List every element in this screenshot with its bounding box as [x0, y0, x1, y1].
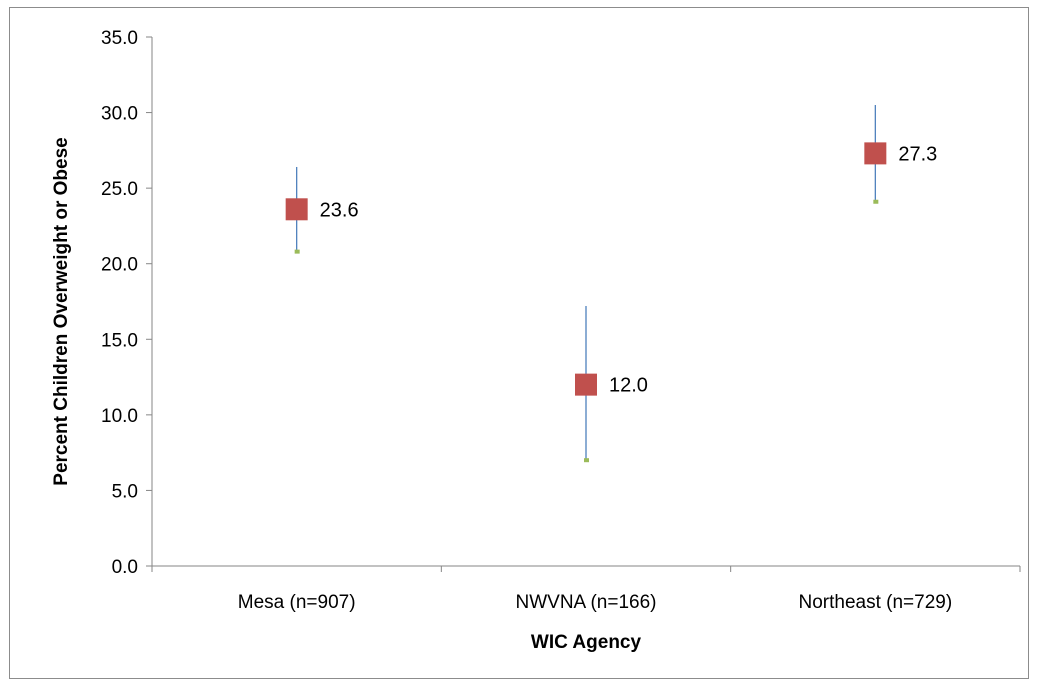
lower-bound-marker — [294, 249, 300, 254]
y-tick-label: 5.0 — [112, 481, 138, 502]
y-tick-label: 0.0 — [112, 557, 138, 578]
lower-bound-marker — [584, 458, 589, 463]
y-tick-label: 20.0 — [101, 255, 138, 276]
y-tick-label: 35.0 — [101, 28, 138, 49]
data-point — [285, 198, 308, 221]
x-axis-title: WIC Agency — [531, 632, 642, 653]
data-point — [864, 142, 887, 165]
data-point — [575, 373, 597, 396]
y-tick-label: 15.0 — [101, 330, 138, 351]
data-label: 23.6 — [320, 199, 359, 221]
chart-frame — [9, 7, 1029, 679]
y-axis-title: Percent Children Overweight or Obese — [51, 137, 72, 485]
data-marks: 23.6 12.0 27.3 — [285, 105, 937, 463]
lower-bound-marker — [873, 199, 879, 204]
y-axis: 0.0 5.0 10.0 15.0 20.0 25.0 30.0 35.0 — [101, 28, 153, 578]
x-category-label: Mesa (n=907) — [238, 592, 356, 613]
data-label: 27.3 — [898, 143, 937, 165]
y-tick-label: 25.0 — [101, 179, 138, 200]
x-category-label: Northeast (n=729) — [798, 592, 952, 613]
y-tick-label: 30.0 — [101, 104, 138, 125]
x-axis: Mesa (n=907) NWVNA (n=166) Northeast (n=72… — [151, 565, 1021, 613]
data-label: 12.0 — [609, 375, 648, 397]
y-tick-label: 10.0 — [101, 406, 138, 427]
x-category-label: NWVNA (n=166) — [516, 592, 657, 613]
